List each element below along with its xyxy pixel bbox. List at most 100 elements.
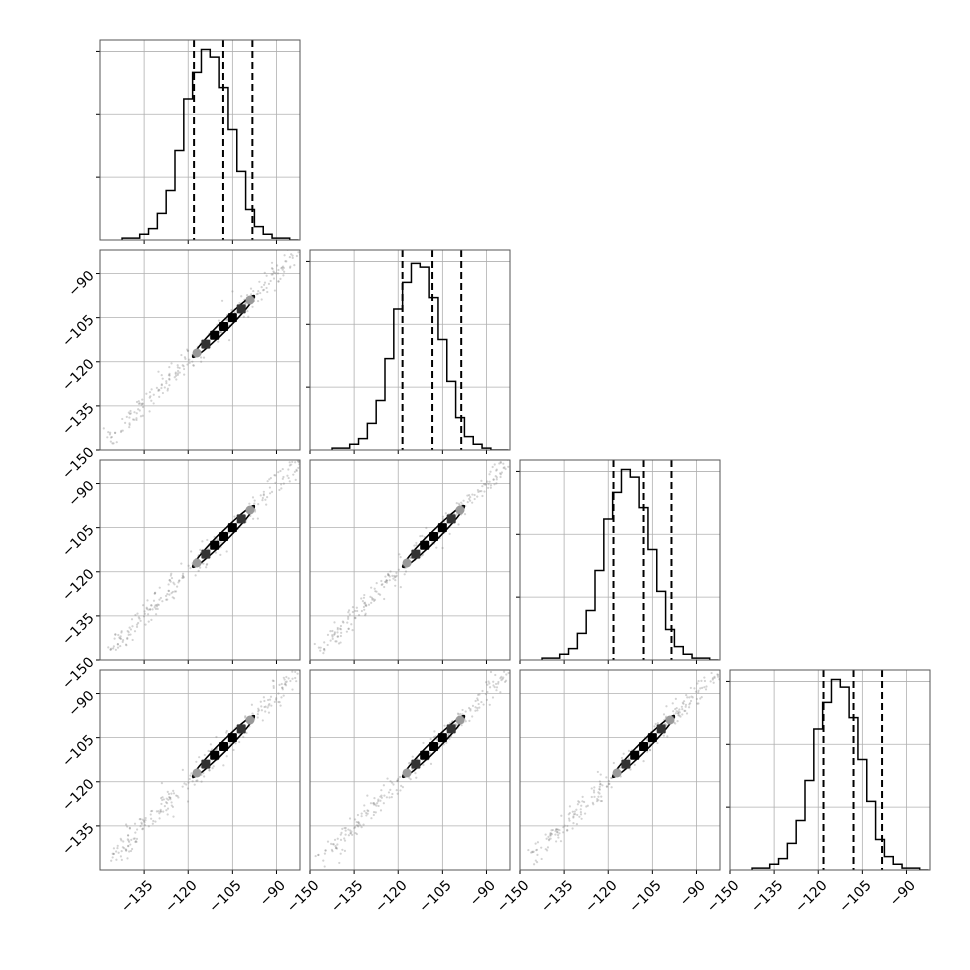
sample-point — [713, 676, 716, 679]
sample-point — [181, 785, 184, 788]
sample-point — [135, 412, 138, 415]
sample-point — [192, 364, 195, 367]
sample-point — [467, 706, 471, 710]
sample-point — [343, 839, 347, 842]
sample-point — [284, 682, 287, 686]
sample-point — [152, 819, 155, 823]
sample-point — [384, 580, 387, 583]
sample-point — [549, 834, 552, 837]
sample-point — [128, 416, 131, 419]
sample-point — [151, 822, 154, 825]
density-cell — [245, 295, 255, 305]
sample-point — [353, 825, 357, 829]
sample-point — [167, 798, 170, 801]
sample-point — [333, 633, 336, 636]
sample-point — [157, 370, 160, 373]
panel-frame — [729, 669, 931, 871]
sample-point — [289, 679, 292, 683]
sample-point — [140, 403, 143, 406]
sample-point — [150, 604, 153, 607]
sample-point — [370, 596, 374, 599]
sample-point — [422, 763, 425, 767]
sample-point — [605, 776, 608, 779]
sample-point — [163, 386, 166, 389]
sample-point — [126, 636, 129, 640]
sample-point — [681, 708, 684, 711]
panel-frame — [99, 249, 301, 451]
sample-point — [329, 842, 333, 845]
sample-point — [119, 637, 123, 640]
sample-point — [150, 399, 153, 402]
sample-point — [339, 852, 342, 855]
sample-point — [127, 411, 130, 414]
density-cell — [227, 523, 237, 533]
density-cell — [420, 750, 430, 760]
x-tick-label: −150 — [284, 877, 323, 916]
sample-point — [474, 706, 477, 709]
sample-point — [287, 468, 290, 471]
sample-point — [396, 779, 399, 782]
sample-point — [176, 364, 179, 367]
sample-point — [135, 418, 138, 422]
sample-point — [139, 415, 143, 418]
sample-point — [119, 837, 122, 840]
sample-point — [607, 782, 610, 786]
sample-point — [201, 540, 204, 543]
sample-point — [343, 826, 346, 830]
sample-point — [381, 583, 384, 586]
sample-point — [468, 719, 471, 722]
sample-point — [326, 840, 330, 843]
sample-point — [535, 848, 539, 851]
sample-point — [372, 802, 375, 805]
sample-point — [126, 838, 129, 841]
sample-point — [168, 378, 171, 381]
sample-point — [293, 456, 295, 458]
sample-point — [399, 556, 402, 559]
sample-point — [121, 417, 124, 421]
sample-point — [168, 372, 171, 376]
sample-point — [503, 466, 506, 469]
sample-point — [167, 373, 171, 377]
sample-point — [268, 478, 271, 481]
sample-point — [154, 607, 158, 610]
sample-point — [593, 786, 596, 789]
sample-point — [487, 483, 490, 486]
sample-point — [481, 689, 484, 693]
sample-point — [191, 360, 194, 363]
sample-point — [167, 583, 170, 586]
sample-point — [579, 808, 582, 811]
sample-point — [375, 582, 378, 585]
sample-point — [365, 814, 368, 817]
sample-point — [469, 709, 472, 712]
sample-point — [203, 753, 206, 757]
sample-point — [578, 801, 581, 804]
sample-point — [709, 667, 711, 669]
sample-point — [593, 795, 596, 798]
sample-point — [165, 380, 168, 383]
sample-point — [187, 564, 190, 567]
sample-point — [141, 827, 144, 830]
sample-point — [142, 615, 146, 618]
sample-point — [385, 796, 388, 799]
sample-point — [500, 678, 503, 682]
sample-point — [404, 570, 408, 573]
sample-point — [133, 837, 136, 840]
sample-point — [554, 830, 557, 833]
sample-point — [370, 586, 373, 589]
sample-point — [291, 254, 294, 257]
sample-point — [297, 466, 300, 470]
sample-point — [502, 462, 505, 465]
sample-point — [691, 696, 694, 699]
density-cell — [455, 505, 465, 515]
sample-point — [164, 594, 168, 598]
panel-frame — [309, 669, 511, 871]
sample-point — [270, 261, 274, 264]
sample-point — [478, 693, 481, 696]
sample-point — [149, 813, 152, 816]
sample-point — [171, 805, 175, 808]
sample-point — [674, 697, 677, 700]
sample-point — [128, 626, 131, 629]
sample-point — [261, 498, 264, 502]
sample-point — [186, 800, 190, 803]
sample-point — [373, 587, 376, 590]
